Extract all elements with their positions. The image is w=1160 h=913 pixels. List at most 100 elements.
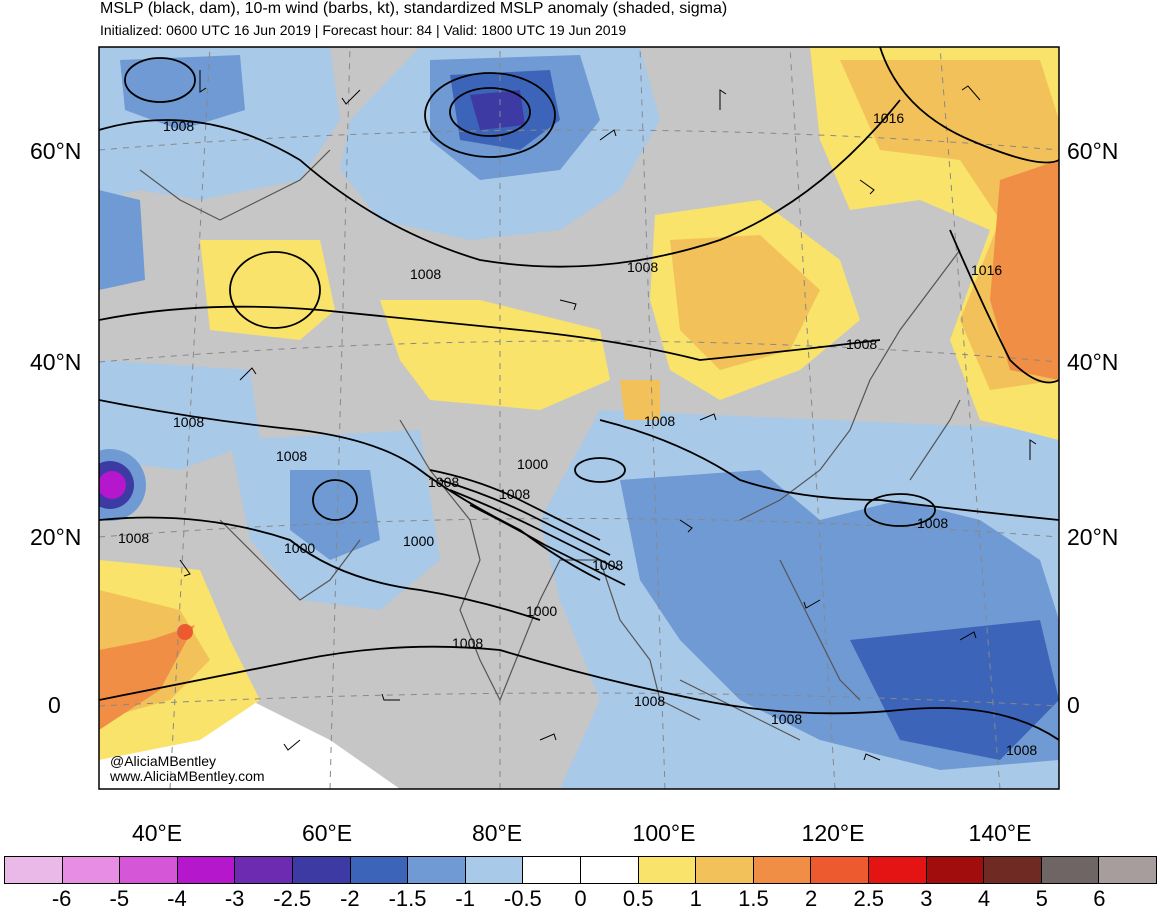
contour-label: 1008	[410, 266, 441, 282]
negative-anomaly-area	[290, 470, 380, 560]
colorbar-box	[177, 857, 236, 883]
lat-label-right: 40°N	[1067, 349, 1119, 375]
colorbar-box	[811, 857, 869, 883]
map-subtitle: Initialized: 0600 UTC 16 Jun 2019 | Fore…	[100, 22, 627, 38]
contour-label: 1008	[163, 118, 194, 134]
lon-label: 80°E	[471, 820, 523, 846]
negative-anomaly-area	[850, 620, 1059, 760]
colorbar-label: -2.5	[273, 886, 312, 911]
negative-anomaly-area	[99, 190, 145, 290]
lat-label-right: 60°N	[1067, 138, 1119, 164]
contour-label: 1016	[971, 262, 1002, 278]
contour-label: 1008	[846, 336, 877, 352]
credit-website: www.AliciaMBentley.com	[110, 768, 265, 784]
positive-anomaly-area	[990, 160, 1059, 380]
map-frame	[98, 46, 1060, 790]
lon-label: 140°E	[968, 820, 1032, 846]
contour-label: 1008	[592, 557, 623, 573]
contour-label: 1000	[403, 533, 434, 549]
strong-negative-anomaly	[99, 471, 126, 499]
contour-label: 1008	[499, 486, 530, 502]
lat-label-right: 20°N	[1067, 524, 1119, 550]
contour-label: 1008	[428, 474, 459, 490]
lat-label-right: 0	[1067, 692, 1080, 718]
positive-anomaly-area	[200, 240, 335, 340]
lon-label: 60°E	[301, 820, 353, 846]
colorbar-box	[350, 857, 409, 883]
lon-label: 120°E	[801, 820, 865, 846]
contour-label: 1008	[173, 414, 204, 430]
colorbar-box	[638, 857, 697, 883]
colorbar-box	[408, 857, 466, 883]
negative-anomaly-area	[470, 90, 525, 130]
positive-anomaly-area	[177, 624, 193, 640]
lat-label-left: 60°N	[30, 138, 82, 164]
lon-label: 40°E	[131, 820, 183, 846]
colorbar-label: 2	[804, 886, 818, 911]
colorbar-label: -5	[109, 886, 130, 911]
negative-anomaly-area	[120, 55, 245, 130]
positive-anomaly-area	[620, 380, 660, 420]
colorbar-label: 0	[574, 886, 587, 911]
colorbar-box	[120, 857, 178, 883]
colorbar-label: 4	[977, 886, 991, 911]
colorbar-box	[5, 857, 63, 883]
contour-label: 1008	[771, 711, 802, 727]
map-title: MSLP (black, dam), 10-m wind (barbs, kt)…	[100, 0, 728, 17]
colorbar-box	[465, 857, 524, 883]
colorbar-box	[580, 857, 639, 883]
coastlines	[139, 149, 961, 741]
colorbar-box	[235, 857, 293, 883]
colorbar-label: 6	[1093, 886, 1106, 911]
contour-label: 1008	[1006, 742, 1037, 758]
colorbar-label: 1.5	[738, 886, 769, 911]
wind-barbs	[179, 70, 1037, 761]
colorbar-box	[1041, 857, 1100, 883]
colorbar-box	[1099, 857, 1156, 883]
map-fields	[99, 47, 1059, 789]
contour-label: 1008	[118, 530, 149, 546]
contour-label: 1008	[276, 448, 307, 464]
colorbar-label: 5	[1035, 886, 1048, 911]
colorbar-box	[984, 857, 1042, 883]
contour-label: 1000	[284, 540, 315, 556]
colorbar-label: -3	[224, 886, 245, 911]
isobar-contours	[99, 47, 1059, 741]
colorbar-label: -1	[455, 886, 475, 911]
colorbar-box	[753, 857, 812, 883]
contour-label: 1000	[517, 456, 548, 472]
contour-label: 1000	[526, 603, 557, 619]
contour-label: 1008	[644, 413, 675, 429]
contour-label: 1008	[452, 635, 483, 651]
colorbar-label: 0.5	[622, 886, 654, 911]
colorbar-label: -2	[340, 886, 360, 911]
positive-anomaly-area	[99, 625, 195, 730]
colorbar-label: -0.5	[503, 886, 542, 911]
contour-label: 1008	[917, 515, 948, 531]
colorbar-label: 2.5	[853, 886, 885, 911]
lon-label: 100°E	[632, 820, 696, 846]
credit-handle: @AliciaMBentley	[110, 753, 217, 769]
colorbar-box	[292, 857, 351, 883]
positive-anomaly-area	[670, 235, 820, 370]
contour-label: 1008	[627, 259, 658, 275]
colorbar-box	[696, 857, 754, 883]
colorbar-label: 1	[689, 886, 702, 911]
colorbar-box	[523, 857, 581, 883]
colorbar-label: -6	[51, 886, 72, 911]
colorbar-label: 3	[920, 886, 933, 911]
colorbar	[4, 856, 1157, 884]
positive-anomaly-area	[380, 300, 610, 410]
contour-label: 1016	[873, 110, 904, 126]
graticule	[99, 47, 1059, 789]
lat-label-left: 20°N	[30, 524, 82, 550]
contour-labels: 1008 1016 1008 1008 1016 1008 1008 1008 …	[118, 110, 1037, 758]
colorbar-box	[62, 857, 121, 883]
lat-label-left: 40°N	[30, 349, 82, 375]
colorbar-label: -1.5	[388, 886, 427, 911]
lat-label-left: 0	[48, 692, 61, 718]
colorbar-box	[926, 857, 985, 883]
colorbar-box	[868, 857, 927, 883]
contour-label: 1008	[634, 693, 665, 709]
